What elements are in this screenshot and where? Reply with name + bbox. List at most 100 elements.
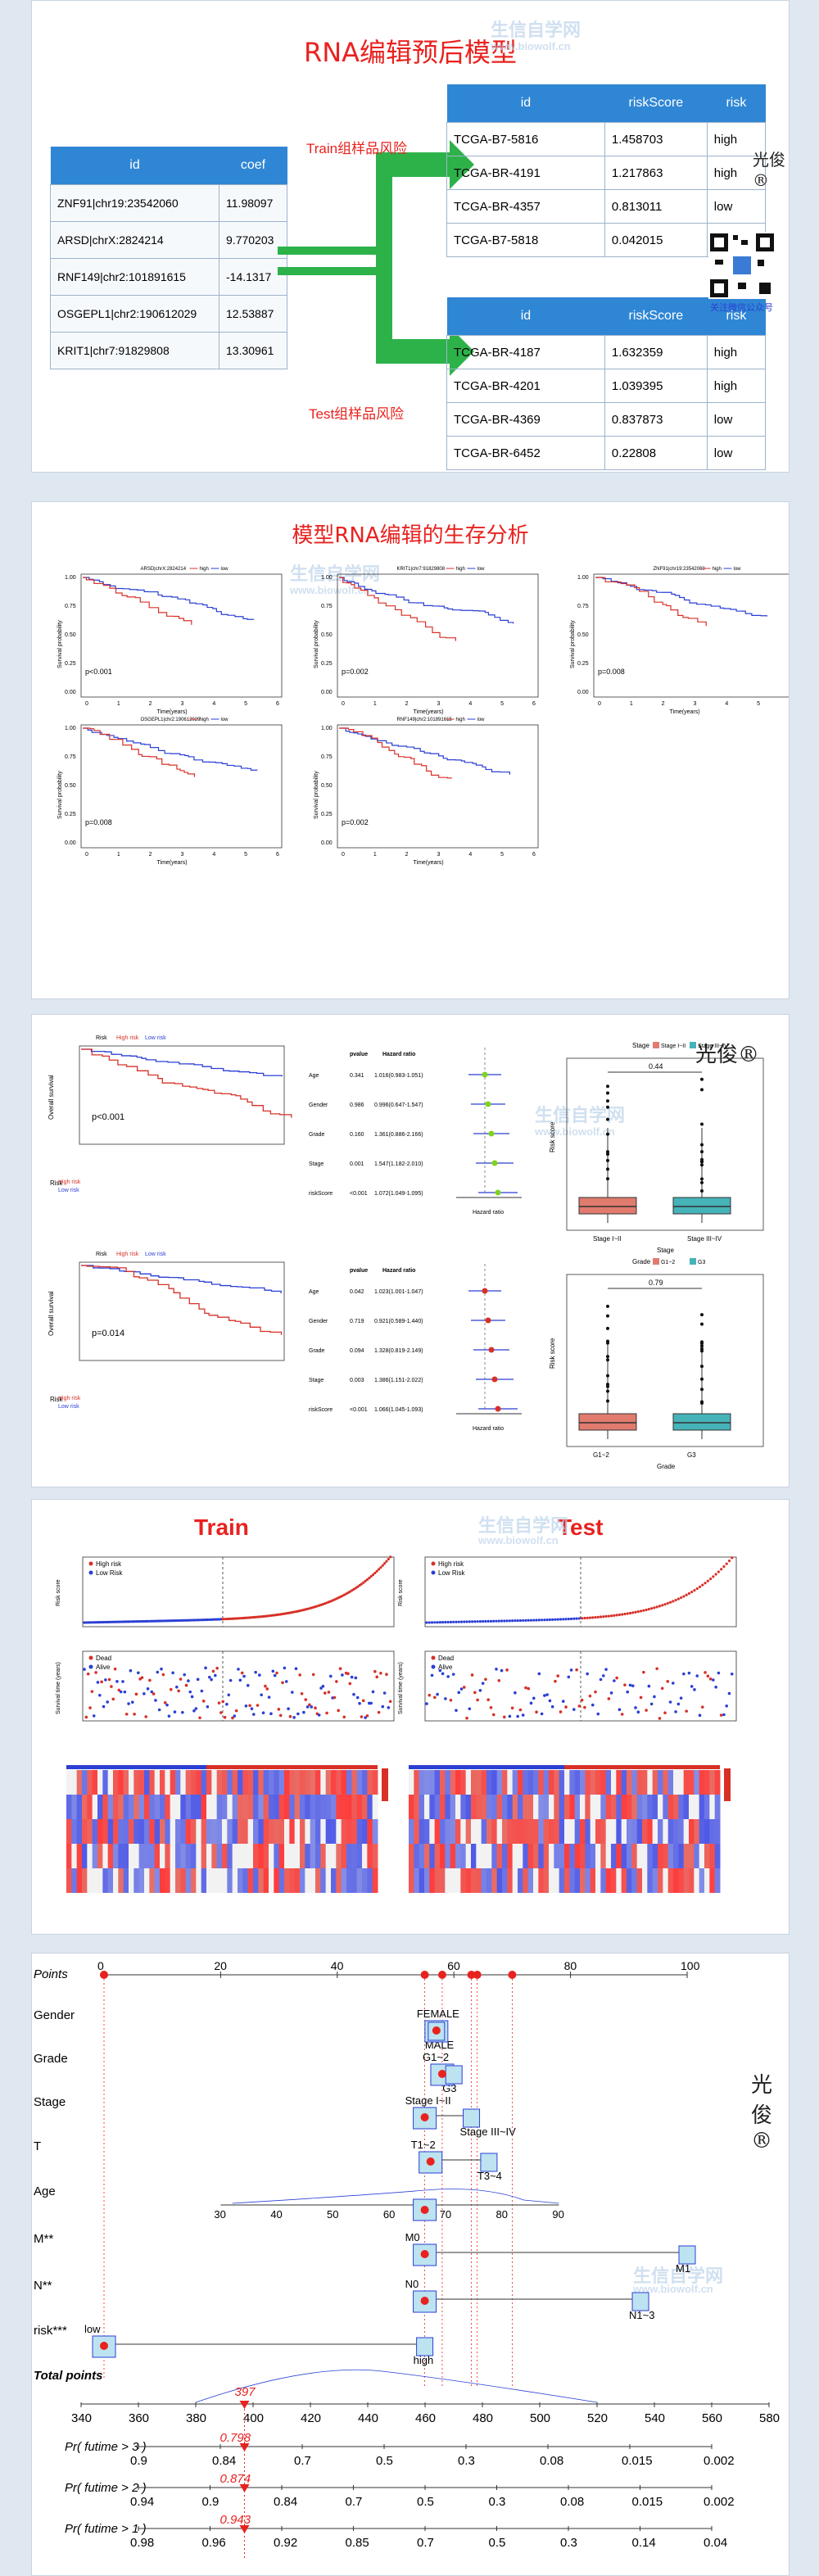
legend-swatch-2	[690, 1258, 696, 1265]
watermark-url: www.biowolf.cn	[535, 1125, 615, 1138]
heatmap-cell	[714, 1868, 721, 1893]
heatmap-cell	[652, 1844, 658, 1868]
heatmap-cell	[523, 1868, 529, 1893]
heatmap-cell	[362, 1844, 368, 1868]
x-axis-label: Time(years)	[414, 709, 444, 715]
risk-point	[348, 1590, 351, 1593]
status-point	[214, 1673, 217, 1677]
km-curve-high	[339, 727, 453, 779]
prob-marker	[239, 2443, 250, 2452]
status-point	[308, 1703, 311, 1707]
risk-point	[204, 1618, 207, 1622]
heatmap-cell	[216, 1844, 223, 1868]
heatmap-cell	[191, 1795, 197, 1819]
risk-point	[123, 1620, 126, 1623]
heatmap-cell	[242, 1844, 249, 1868]
heatmap-cell	[476, 1868, 482, 1893]
status-point	[210, 1677, 213, 1682]
outlier	[700, 1143, 704, 1147]
status-point	[124, 1712, 129, 1716]
coef-cell: RNF149|chr2:101891615	[49, 258, 220, 296]
heatmap-cell	[191, 1844, 197, 1868]
status-point	[140, 1676, 144, 1679]
heatmap-cell	[305, 1868, 311, 1893]
km-pvalue: p<0.001	[92, 1112, 124, 1122]
status-point	[653, 1695, 656, 1699]
heatmap-cell	[647, 1844, 654, 1868]
heatmap-cell	[450, 1844, 456, 1868]
risk-point	[500, 1619, 504, 1623]
status-point	[342, 1715, 346, 1719]
heatmap-cell	[144, 1868, 150, 1893]
coef-row: RNF149|chr2:101891615 -14.1317	[49, 258, 287, 296]
status-point	[133, 1712, 136, 1716]
heatmap-cell	[445, 1819, 451, 1844]
prob-tick-label: 0.08	[560, 2495, 584, 2509]
risk-point	[470, 1620, 474, 1623]
prob-tick-label: 0.92	[274, 2536, 297, 2550]
risk-point	[354, 1587, 357, 1590]
risk-point	[104, 1620, 107, 1624]
heatmap-cell	[196, 1819, 202, 1844]
heatmap-cell	[185, 1795, 192, 1819]
heatmap-cell	[409, 1770, 414, 1795]
risk-point	[650, 1607, 654, 1610]
heatmap-cell	[372, 1844, 378, 1868]
risk-point	[269, 1614, 273, 1618]
heatmap-cell	[460, 1795, 467, 1819]
km-pvalue: p=0.008	[598, 668, 625, 676]
risk-point	[140, 1619, 144, 1623]
heatmap-cell	[170, 1770, 176, 1795]
risk-point	[341, 1594, 344, 1598]
heatmap-cell	[191, 1868, 197, 1893]
x-tick: 1	[117, 852, 120, 858]
status-point	[258, 1673, 261, 1677]
coef-cell: ZNF91|chr19:23542060	[49, 184, 220, 222]
forest-point	[495, 1189, 501, 1196]
prob-value: 0.874	[220, 2472, 251, 2486]
heatmap-cell	[527, 1868, 534, 1893]
status-point	[100, 1680, 103, 1684]
heatmap-cell	[305, 1770, 311, 1795]
heatmap-cell	[263, 1795, 269, 1819]
heatmap-cell	[709, 1770, 716, 1795]
status-point	[698, 1714, 702, 1718]
status-point	[693, 1688, 696, 1691]
heatmap-cell	[440, 1795, 446, 1819]
prob-tick-label: 0.08	[540, 2454, 563, 2468]
prob-tick-label: 0.5	[417, 2495, 434, 2509]
status-point	[676, 1702, 681, 1706]
heatmap-cell	[310, 1795, 316, 1819]
test-header-score: riskScore	[604, 297, 708, 336]
heatmap-cell	[102, 1795, 109, 1819]
risk-point	[436, 1621, 439, 1624]
heatmap-cell	[92, 1844, 98, 1868]
forest-point	[485, 1101, 491, 1107]
x-tick: 2	[149, 852, 152, 858]
risk-point	[261, 1614, 265, 1618]
risk-point	[191, 1618, 194, 1622]
heatmap-cell	[523, 1819, 529, 1844]
status-point	[518, 1708, 523, 1712]
outlier	[606, 1099, 609, 1103]
test-cell: 0.837873	[604, 402, 708, 437]
coef-row: ARSD|chrX:2824214 9.770203	[49, 221, 287, 259]
status-point	[317, 1714, 321, 1717]
train-row: TCGA-B7-5816 1.458703 high	[446, 122, 767, 156]
total-tick-label: 540	[645, 2411, 665, 2425]
heatmap-cell	[76, 1795, 83, 1819]
nomo-row-label: M1	[676, 2262, 690, 2275]
status-point	[679, 1696, 683, 1700]
x-tick: 6	[532, 701, 536, 707]
status-point	[690, 1685, 694, 1688]
heatmap-cell	[683, 1770, 690, 1795]
risk-point	[125, 1620, 129, 1623]
legend-high: high	[456, 567, 465, 572]
test-title: Test	[558, 1514, 604, 1540]
heatmap-cell	[585, 1770, 591, 1795]
risk-point	[725, 1562, 728, 1565]
heatmap-cell	[502, 1770, 508, 1795]
legend-low: low	[477, 718, 486, 722]
risk-point	[658, 1605, 662, 1608]
risk-point	[492, 1619, 495, 1623]
